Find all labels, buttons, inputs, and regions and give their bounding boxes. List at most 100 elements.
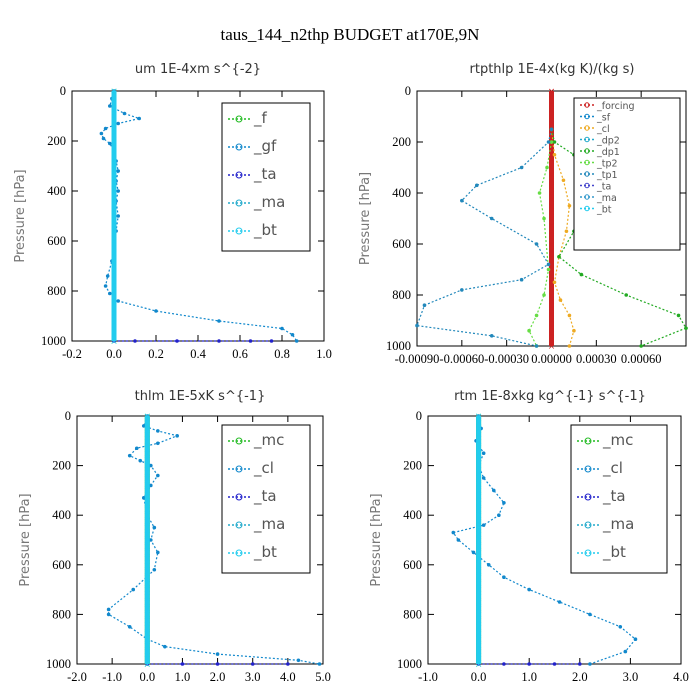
- data-point: [149, 463, 153, 468]
- legend-entry: _forcing: [596, 101, 635, 112]
- series-marker: ×: [475, 499, 483, 509]
- series-marker: ×: [548, 329, 556, 339]
- series-marker: ×: [110, 293, 118, 303]
- data-point: [141, 424, 146, 428]
- data-point: [103, 126, 108, 131]
- series-marker: ×: [475, 431, 483, 441]
- x-tick-label: 1.0: [521, 670, 537, 684]
- legend-marker: [584, 136, 590, 143]
- series-marker: ×: [110, 143, 118, 153]
- data-point: [105, 274, 110, 278]
- data-point: [564, 229, 569, 234]
- data-point: [489, 334, 494, 338]
- series-marker: ×: [110, 331, 118, 341]
- y-tick-label: 600: [392, 237, 411, 251]
- x-tick-label: 0.0: [471, 670, 487, 684]
- legend-marker: [584, 102, 590, 108]
- data-point: [149, 483, 153, 488]
- data-point: [552, 152, 557, 157]
- series-marker: ×: [144, 505, 152, 515]
- legend-entry: _mc: [253, 431, 284, 450]
- series-marker: ×: [110, 125, 118, 135]
- legend-entry: _sf: [596, 113, 611, 124]
- legend-entry: _bt: [253, 543, 277, 562]
- y-tick-label: 200: [47, 134, 66, 148]
- data-point: [534, 242, 539, 246]
- series-marker: ×: [475, 486, 483, 496]
- data-point: [286, 662, 290, 666]
- series-marker: ×: [475, 480, 483, 490]
- series-marker: ×: [475, 604, 483, 614]
- legend: _mc _cl _ta _ma _bt: [570, 424, 668, 574]
- legend-marker: [235, 143, 243, 151]
- data-point: [481, 451, 486, 456]
- data-point: [116, 299, 120, 303]
- series-marker: ×: [548, 272, 556, 282]
- data-point: [567, 344, 572, 348]
- series-marker: ×: [110, 156, 118, 166]
- data-point: [217, 339, 221, 343]
- data-point: [481, 523, 486, 527]
- legend-entry: _bt: [602, 543, 626, 562]
- x-tick-label: 0.00000: [531, 352, 572, 366]
- y-tick-label: 0: [416, 409, 422, 423]
- y-axis-label: Pressure [hPa]: [369, 493, 384, 586]
- data-point: [99, 131, 104, 136]
- data-point: [175, 339, 179, 343]
- data-point: [290, 332, 295, 337]
- series-marker: ×: [144, 437, 152, 447]
- x-tick-label: -1.0: [418, 670, 438, 684]
- data-point: [152, 567, 157, 572]
- x-tick-label: -0.00030: [484, 352, 529, 366]
- legend-marker: [584, 159, 590, 166]
- series-marker: ×: [144, 412, 152, 422]
- series-marker: ×: [144, 486, 152, 496]
- series-marker: ×: [548, 246, 556, 256]
- panel-title: thlm 1E-5xK s^{-1}: [135, 389, 266, 404]
- series-marker: ×: [144, 548, 152, 558]
- series-marker: ×: [144, 648, 152, 658]
- data-point: [106, 607, 111, 612]
- series-marker: ×: [110, 325, 118, 335]
- series-marker: ×: [475, 517, 483, 527]
- data-point: [122, 111, 127, 116]
- series-marker: ×: [548, 100, 556, 110]
- data-point: [542, 216, 546, 221]
- data-point: [116, 189, 120, 193]
- series-marker: ×: [144, 449, 152, 459]
- series-marker: ×: [110, 262, 118, 272]
- data-point: [269, 339, 274, 343]
- series-marker: ×: [548, 157, 556, 167]
- data-point: [481, 476, 486, 480]
- legend: _f _gf _ta _ma _bt: [221, 102, 311, 252]
- data-point: [101, 136, 106, 141]
- data-point: [557, 600, 562, 604]
- data-point: [317, 662, 322, 666]
- legend-entry: _bt: [596, 205, 612, 216]
- legend-entry: _ta: [602, 487, 626, 506]
- y-tick-label: 400: [392, 186, 411, 200]
- series-marker: ×: [548, 202, 556, 212]
- data-point: [633, 637, 638, 641]
- data-point: [497, 513, 501, 517]
- data-point: [502, 575, 506, 579]
- x-tick-label: 3.0: [623, 670, 639, 684]
- series-marker: ×: [144, 499, 152, 509]
- data-point: [579, 272, 584, 277]
- series-marker: ×: [548, 323, 556, 333]
- series-marker: ×: [475, 654, 483, 664]
- series-marker: ×: [548, 164, 556, 174]
- data-point: [180, 662, 185, 666]
- series-marker: ×: [144, 418, 152, 428]
- x-tick-label: 1.0: [175, 670, 191, 684]
- data-point: [588, 612, 592, 617]
- series-marker: ×: [144, 536, 152, 546]
- data-point: [154, 309, 158, 313]
- legend: _forcing_sf_cl_dp2_dp1_tp2_tp1_ta_ma_bt: [573, 97, 681, 251]
- series-marker: ×: [475, 579, 483, 589]
- y-axis-label: Pressure [hPa]: [13, 169, 28, 262]
- data-point: [572, 328, 576, 333]
- series-marker: ×: [548, 176, 556, 186]
- series-marker: ×: [548, 132, 556, 142]
- series-marker: ×: [110, 275, 118, 285]
